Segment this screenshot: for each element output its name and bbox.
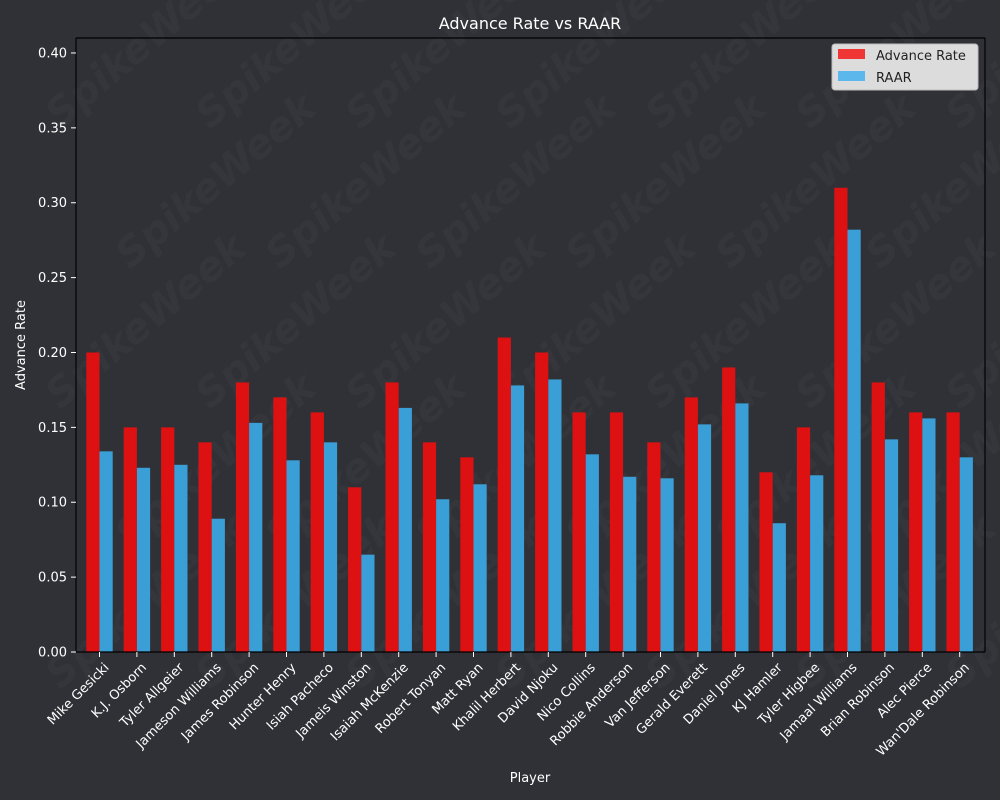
- bar-advance-rate: [310, 412, 324, 652]
- bar-advance-rate: [871, 382, 885, 652]
- bar-advance-rate: [497, 337, 511, 652]
- bar-raar: [211, 518, 225, 652]
- bar-raar: [323, 442, 338, 652]
- bar-advance-rate: [385, 382, 399, 652]
- y-tick-label: 0.10: [38, 496, 67, 511]
- legend-label-raar: RAAR: [876, 71, 912, 86]
- bar-raar: [585, 454, 599, 652]
- bar-advance-rate: [834, 187, 848, 652]
- bar-raar: [99, 451, 113, 652]
- legend-swatch-advance-rate: [838, 49, 865, 59]
- bar-raar: [772, 523, 786, 652]
- bar-raar: [697, 424, 712, 652]
- y-tick-label: 0.35: [38, 121, 67, 136]
- y-tick-label: 0.15: [38, 421, 67, 436]
- y-tick-label: 0.20: [38, 346, 67, 361]
- y-tick-label: 0.30: [38, 196, 67, 211]
- bar-raar: [436, 499, 450, 652]
- bars-layer: [86, 187, 973, 652]
- bar-advance-rate: [684, 397, 698, 652]
- bar-advance-rate: [86, 352, 100, 652]
- bar-advance-rate: [535, 352, 549, 652]
- bar-raar: [810, 475, 824, 652]
- bar-advance-rate: [647, 442, 661, 652]
- bar-raar: [510, 385, 525, 652]
- bar-raar: [735, 403, 749, 652]
- bar-raar: [249, 422, 263, 652]
- bar-raar: [361, 554, 375, 652]
- bar-advance-rate: [572, 412, 586, 652]
- bar-raar: [660, 478, 674, 652]
- bar-advance-rate: [909, 412, 923, 652]
- bar-advance-rate: [946, 412, 960, 652]
- bar-raar: [959, 457, 973, 652]
- bar-advance-rate: [198, 442, 212, 652]
- y-tick-label: 0.40: [38, 46, 67, 61]
- bar-advance-rate: [348, 487, 362, 652]
- bar-advance-rate: [759, 472, 773, 652]
- bar-raar: [174, 464, 188, 652]
- y-tick-label: 0.00: [38, 646, 67, 661]
- bar-advance-rate: [161, 427, 175, 652]
- axes-layer: [75, 37, 986, 653]
- legend: Advance Rate RAAR: [831, 43, 979, 91]
- bar-raar: [847, 229, 861, 652]
- bar-raar: [286, 460, 300, 652]
- bar-advance-rate: [123, 427, 137, 652]
- legend-label-advance-rate: Advance Rate: [876, 49, 966, 64]
- bar-advance-rate: [235, 382, 250, 652]
- bar-advance-rate: [422, 442, 437, 652]
- x-axis-label: Player: [510, 771, 551, 786]
- y-ticks: 0.00 0.05 0.10 0.15 0.20 0.25 0.30 0.35 0.40: [38, 46, 76, 661]
- y-axis-label: Advance Rate: [14, 300, 29, 390]
- y-tick-label: 0.05: [38, 571, 67, 586]
- chart-title: Advance Rate vs RAAR: [439, 14, 622, 33]
- bar-raar: [548, 379, 562, 652]
- bar-advance-rate: [460, 457, 474, 652]
- bar-advance-rate: [722, 367, 736, 652]
- bar-raar: [922, 418, 936, 652]
- y-tick-label: 0.25: [38, 271, 67, 286]
- bar-advance-rate: [609, 412, 624, 652]
- bar-raar: [884, 439, 899, 652]
- bar-advance-rate: [273, 397, 287, 652]
- legend-box: [831, 43, 979, 91]
- legend-swatch-raar: [838, 71, 865, 81]
- bar-raar: [473, 484, 487, 652]
- bar-advance-rate: [796, 427, 811, 652]
- bar-raar: [136, 467, 151, 652]
- bar-raar: [623, 476, 637, 652]
- bar-raar: [398, 407, 412, 652]
